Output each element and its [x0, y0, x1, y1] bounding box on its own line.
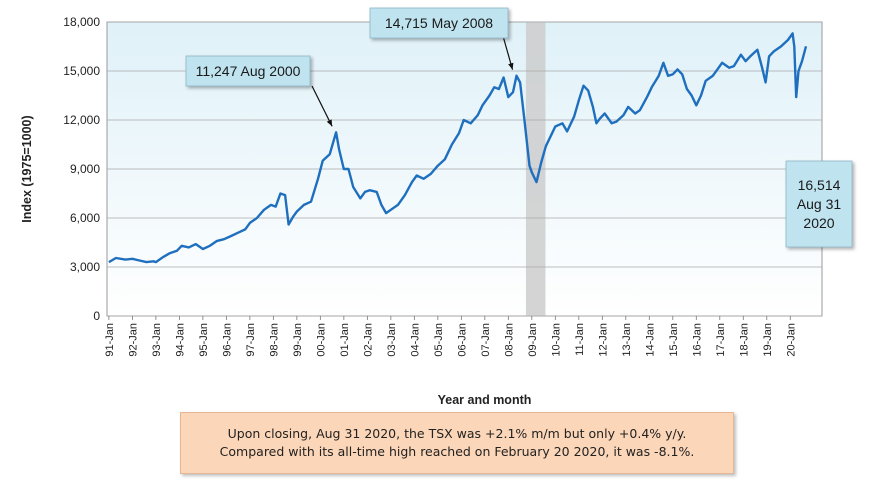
y-tick-label: 12,000 — [63, 113, 100, 127]
tsx-series-line — [108, 32, 808, 264]
annotation-latest-box — [785, 160, 853, 248]
annotation-latest-label: 2020 — [803, 215, 834, 231]
x-tick-label: 07-Jan — [480, 323, 492, 357]
x-tick-label: 96-Jan — [221, 323, 233, 357]
x-tick-label: 20-Jan — [785, 323, 797, 357]
y-tick-label: 3,000 — [70, 260, 100, 274]
y-axis-title: Index (1975=1000) — [20, 115, 34, 222]
y-tick-label: 0 — [93, 309, 100, 323]
x-tick-label: 94-Jan — [174, 323, 186, 357]
x-tick-label: 08-Jan — [503, 323, 515, 357]
y-tick-label: 6,000 — [70, 211, 100, 225]
x-tick-label: 14-Jan — [644, 323, 656, 357]
x-tick-label: 12-Jan — [597, 323, 609, 357]
footnote-text: Upon closing, Aug 31 2020, the TSX was +… — [219, 425, 695, 459]
x-tick-label: 04-Jan — [409, 323, 421, 357]
annotation-latest-label: 16,514 — [798, 177, 841, 193]
x-axis-title: Year and month — [438, 393, 532, 407]
x-tick-label: 16-Jan — [691, 323, 703, 357]
annotation-latest-label: Aug 31 — [797, 196, 842, 212]
x-tick-label: 17-Jan — [715, 323, 727, 357]
x-tick-label: 13-Jan — [621, 323, 633, 357]
annotation-2008-box — [369, 7, 509, 39]
x-tick-label: 09-Jan — [527, 323, 539, 357]
x-tick-label: 97-Jan — [245, 323, 257, 357]
annotation-2000-label: 11,247 Aug 2000 — [196, 63, 301, 79]
annotation-2000: 11,247 Aug 2000 — [185, 55, 311, 87]
x-tick-label: 92-Jan — [127, 323, 139, 357]
x-tick-label: 06-Jan — [456, 323, 468, 357]
x-tick-label: 02-Jan — [362, 323, 374, 357]
annotation-2000-box — [185, 55, 311, 87]
annotation-2000-arrow-head — [326, 119, 333, 127]
x-tick-label: 95-Jan — [198, 323, 210, 357]
x-tick-label: 98-Jan — [268, 323, 280, 357]
annotation-2000-arrow — [311, 85, 333, 127]
footnote-box: Upon closing, Aug 31 2020, the TSX was +… — [180, 412, 734, 474]
y-tick-label: 15,000 — [63, 64, 100, 78]
x-tick-label: 93-Jan — [151, 323, 163, 357]
x-tick-label: 19-Jan — [762, 323, 774, 357]
x-tick-label: 11-Jan — [574, 323, 586, 356]
x-tick-label: 18-Jan — [738, 323, 750, 357]
annotation-2008-label: 14,715 May 2008 — [385, 15, 493, 31]
y-tick-label: 9,000 — [70, 162, 100, 176]
x-tick-label: 91-Jan — [104, 323, 116, 357]
x-tick-label: 03-Jan — [386, 323, 398, 357]
x-tick-label: 15-Jan — [668, 323, 680, 357]
annotation-2008-arrow-head — [508, 62, 514, 70]
y-tick-label: 18,000 — [63, 15, 100, 29]
annotation-latest: 16,514 Aug 31 2020 — [785, 160, 853, 248]
x-tick-label: 01-Jan — [339, 323, 351, 357]
annotation-2008: 14,715 May 2008 — [369, 7, 509, 39]
x-tick-label: 99-Jan — [292, 323, 304, 357]
x-tick-label: 00-Jan — [315, 323, 327, 357]
x-tick-label: 05-Jan — [433, 323, 445, 357]
x-tick-label: 10-Jan — [550, 323, 562, 357]
